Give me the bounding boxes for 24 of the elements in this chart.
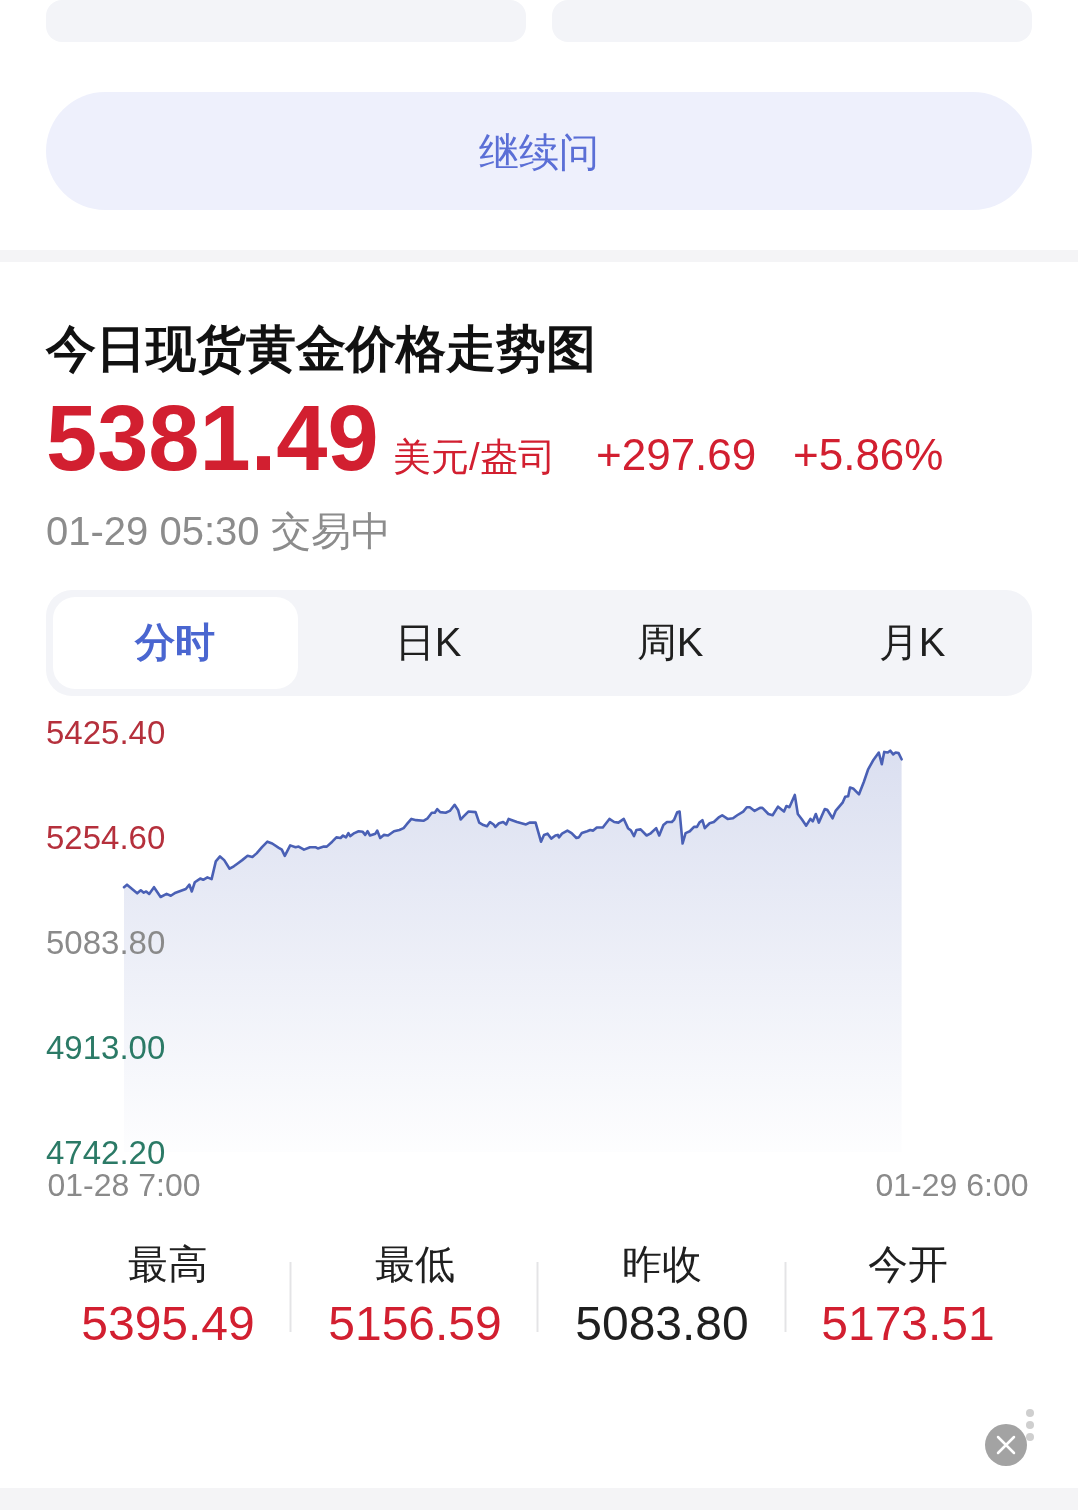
text: 继续问 (479, 130, 599, 174)
text: 月K (878, 620, 946, 664)
chart-title: 今日现货黄金价格走势图 (45, 321, 596, 377)
y-tick-label: 4913.00 (46, 1028, 166, 1066)
y-tick-label: 5254.60 (46, 818, 166, 856)
text: 分时 (134, 620, 215, 664)
text: 5173.51 (821, 1297, 995, 1350)
text: 日K (394, 620, 462, 664)
text: 昨收 (622, 1242, 702, 1286)
text: 5395.49 (81, 1297, 255, 1350)
text: +297.69 (596, 430, 757, 479)
text: 周K (636, 620, 704, 664)
text: 01-29 05:30 交易中 (46, 509, 391, 553)
x-tick-label: 01-29 6:00 (875, 1167, 1029, 1203)
text: 今开 (868, 1242, 948, 1286)
text: 美元/盎司 (393, 436, 556, 478)
text: 5083.80 (575, 1297, 749, 1350)
text: 5156.59 (328, 1297, 502, 1350)
y-tick-label: 5083.80 (46, 923, 166, 961)
text: 5381.49 (46, 387, 379, 489)
y-tick-label: 5425.40 (46, 713, 166, 751)
text: 最高 (128, 1242, 208, 1286)
text: 最低 (375, 1242, 455, 1286)
text: +5.86% (793, 430, 944, 479)
